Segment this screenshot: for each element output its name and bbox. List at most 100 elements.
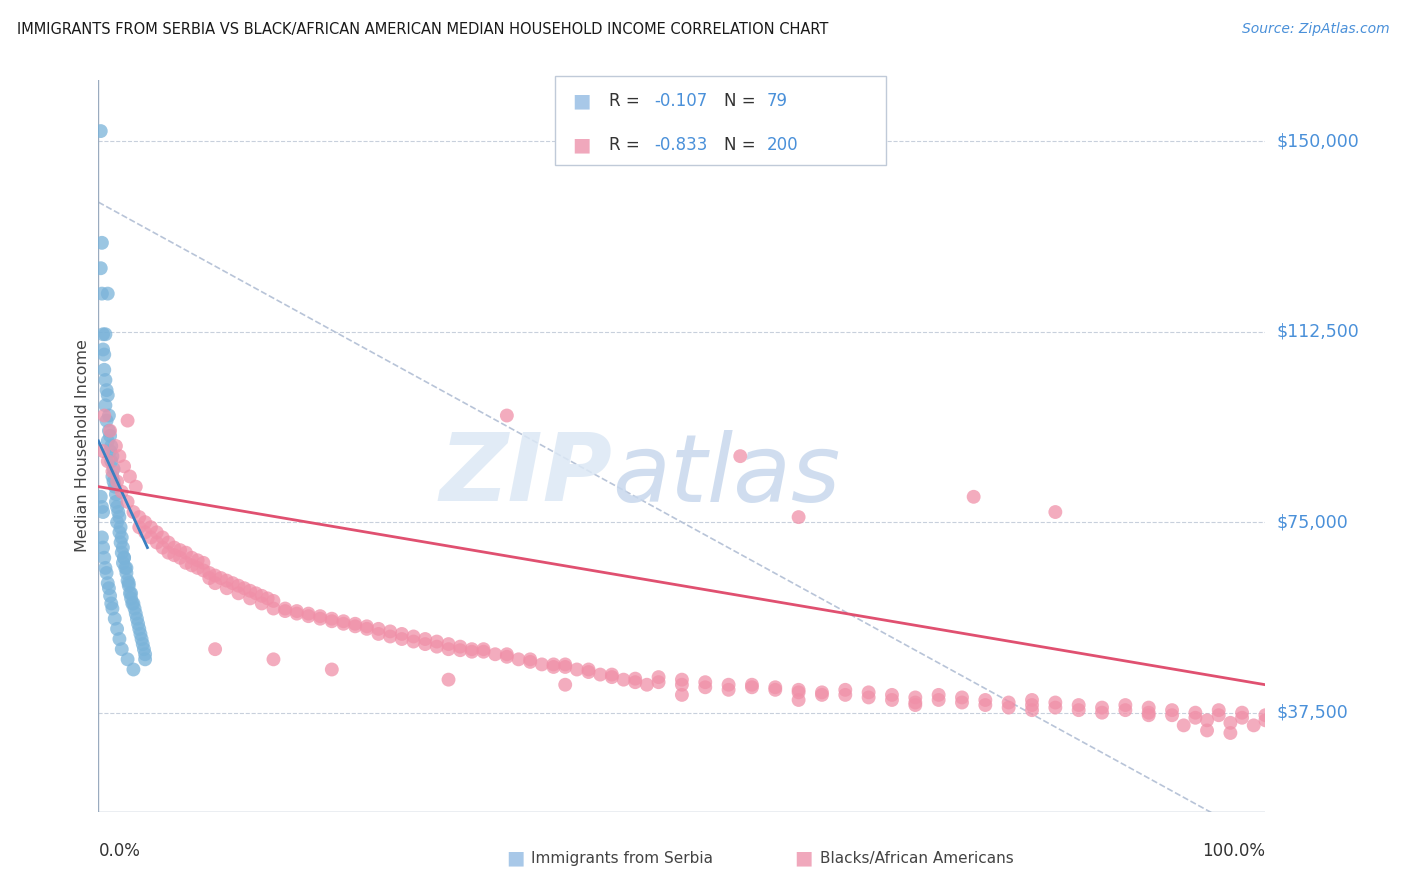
Point <box>134 647 156 661</box>
Point <box>332 614 354 628</box>
Point <box>152 541 174 555</box>
Point <box>554 660 576 674</box>
Point <box>121 597 143 611</box>
Point <box>671 678 693 692</box>
Point <box>103 462 125 476</box>
Point <box>100 439 122 453</box>
Point <box>105 622 128 636</box>
Point <box>1219 715 1241 730</box>
Point <box>90 235 112 250</box>
Point <box>413 632 436 646</box>
Point <box>101 469 124 483</box>
Point <box>787 693 810 707</box>
Point <box>1230 706 1253 720</box>
Point <box>1137 700 1160 714</box>
Point <box>858 690 880 705</box>
Point <box>112 550 135 565</box>
Point <box>472 645 495 659</box>
Point <box>108 525 131 540</box>
Point <box>139 520 162 534</box>
Point <box>94 561 117 575</box>
Point <box>100 454 122 468</box>
Point <box>215 581 238 595</box>
Point <box>1184 711 1206 725</box>
Point <box>472 642 495 657</box>
Point <box>104 495 127 509</box>
Point <box>125 607 148 621</box>
Point <box>193 564 215 578</box>
Point <box>104 480 127 494</box>
Point <box>834 682 856 697</box>
Point <box>1067 703 1090 717</box>
Point <box>671 673 693 687</box>
Point <box>787 682 810 697</box>
Point <box>98 424 121 438</box>
Point <box>1195 723 1218 738</box>
Point <box>233 581 256 595</box>
Point <box>763 682 786 697</box>
Point <box>543 660 565 674</box>
Point <box>209 571 232 585</box>
Text: $112,500: $112,500 <box>1277 323 1360 341</box>
Point <box>1173 718 1195 732</box>
Point <box>508 652 530 666</box>
Point <box>1021 693 1043 707</box>
Point <box>344 619 367 633</box>
Text: ■: ■ <box>572 91 591 111</box>
Point <box>1243 718 1265 732</box>
Point <box>344 616 367 631</box>
Point <box>111 484 134 499</box>
Point <box>94 373 117 387</box>
Point <box>496 647 519 661</box>
Text: 0.0%: 0.0% <box>98 842 141 860</box>
Point <box>104 612 127 626</box>
Point <box>110 520 132 534</box>
Point <box>928 693 950 707</box>
Point <box>962 490 984 504</box>
Point <box>426 640 449 654</box>
Point <box>125 612 148 626</box>
Point <box>118 586 141 600</box>
Point <box>250 589 273 603</box>
Point <box>578 663 600 677</box>
Point <box>204 576 226 591</box>
Point <box>97 286 120 301</box>
Point <box>221 576 243 591</box>
Point <box>204 568 226 582</box>
Point <box>193 556 215 570</box>
Point <box>114 561 136 575</box>
Point <box>91 343 114 357</box>
Point <box>134 652 156 666</box>
Point <box>600 667 623 681</box>
Point <box>624 672 647 686</box>
Point <box>763 680 786 694</box>
Point <box>187 553 209 567</box>
Point <box>1161 703 1184 717</box>
Point <box>1219 726 1241 740</box>
Point <box>125 480 148 494</box>
Point <box>1091 706 1114 720</box>
Point <box>127 616 149 631</box>
Point <box>91 541 114 555</box>
Point <box>1021 703 1043 717</box>
Point <box>391 627 413 641</box>
Point <box>321 612 343 626</box>
Text: $150,000: $150,000 <box>1277 132 1360 150</box>
Point <box>198 571 221 585</box>
Point <box>97 424 120 438</box>
Text: Immigrants from Serbia: Immigrants from Serbia <box>531 851 713 865</box>
Point <box>1045 696 1067 710</box>
Point <box>787 510 810 524</box>
Point <box>1230 711 1253 725</box>
Point <box>108 632 131 646</box>
Point <box>1137 708 1160 723</box>
Point <box>90 124 112 138</box>
Text: 100.0%: 100.0% <box>1202 842 1265 860</box>
Point <box>1067 698 1090 712</box>
Point <box>1114 698 1136 712</box>
Point <box>356 622 378 636</box>
Point <box>128 520 150 534</box>
Point <box>108 510 131 524</box>
Point <box>811 685 834 699</box>
Point <box>118 579 141 593</box>
